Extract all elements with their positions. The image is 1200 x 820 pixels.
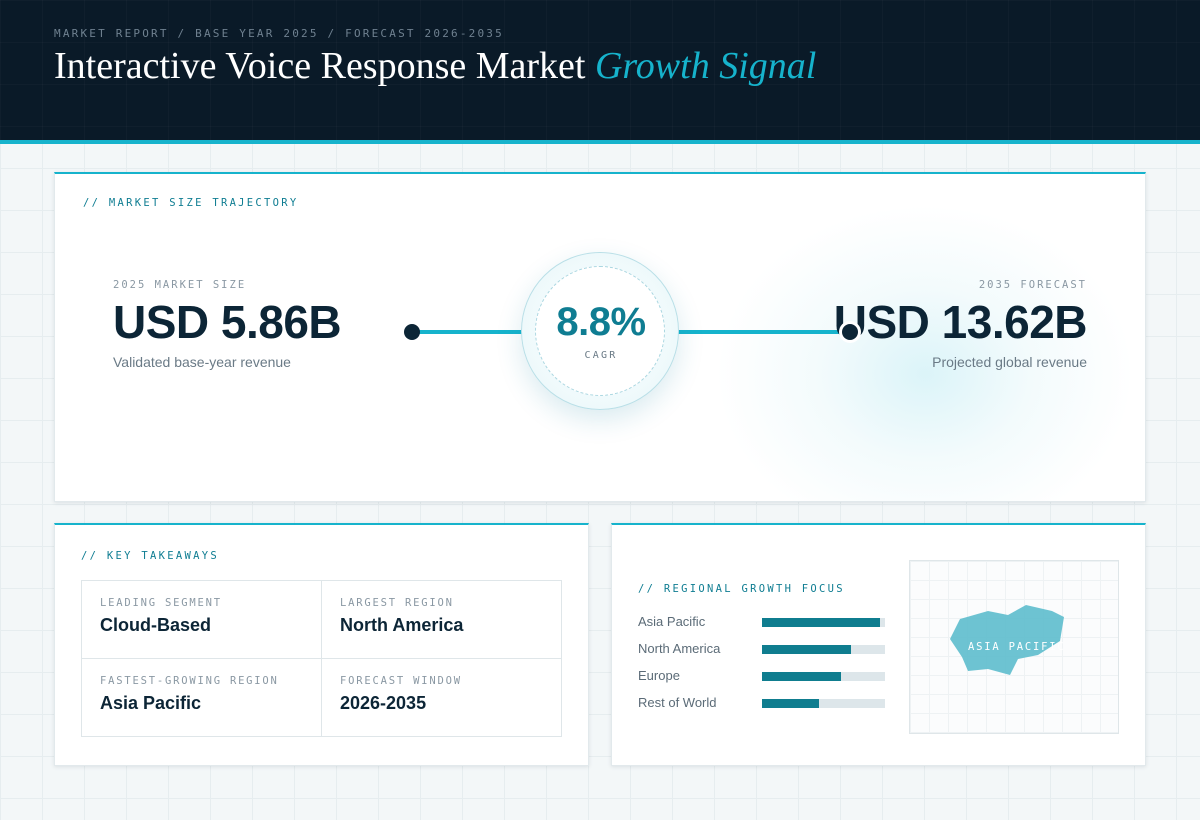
cagr-inner-ring: 8.8% CAGR [535,266,665,396]
asia-pacific-map-icon [950,605,1064,675]
region-bar-track [762,618,885,627]
region-bar-row: Asia Pacific [638,614,886,630]
takeaway-value: Cloud-Based [100,615,212,635]
start-caption: 2025 MARKET SIZE [113,279,247,291]
region-bar-track [762,672,885,681]
start-point-marker [404,324,420,340]
takeaway-value: 2026-2035 [340,693,427,713]
breadcrumb: MARKET REPORT / BASE YEAR 2025 / FORECAS… [54,27,504,40]
region-bar-track [762,699,885,708]
page-title-main: Interactive Voice Response Market [54,45,586,87]
takeaway-cell: FASTEST-GROWING REGION Asia Pacific [82,659,322,737]
takeaway-caption: FORECAST WINDOW [340,675,462,687]
region-bar-row: Europe [638,668,886,684]
takeaway-cell: LEADING SEGMENT Cloud-Based [82,581,322,659]
trajectory-card-label: // MARKET SIZE TRAJECTORY [83,197,299,209]
region-bar-track [762,645,885,654]
end-subtitle: Projected global revenue [932,354,1087,370]
key-takeaways-card: // KEY TAKEAWAYS LEADING SEGMENT Cloud-B… [54,523,589,766]
region-map: ASIA PACIFIC [909,560,1119,734]
takeaways-grid: LEADING SEGMENT Cloud-Based LARGEST REGI… [81,580,562,737]
start-value: USD 5.86B [113,296,342,348]
region-bar-fill [762,699,819,708]
takeaway-cell: LARGEST REGION North America [322,581,562,659]
takeaway-cell: FORECAST WINDOW 2026-2035 [322,659,562,737]
map-region-label: ASIA PACIFIC [968,641,1066,653]
takeaway-caption: LARGEST REGION [340,597,454,609]
report-header: MARKET REPORT / BASE YEAR 2025 / FORECAS… [0,0,1200,144]
cagr-badge: 8.8% CAGR [521,252,679,410]
start-subtitle: Validated base-year revenue [113,354,291,370]
region-name: Rest of World [638,695,717,710]
end-point-marker [842,324,858,340]
region-bar-row: North America [638,641,886,657]
forecast-glow [715,204,1135,501]
regional-card-label: // REGIONAL GROWTH FOCUS [638,583,845,595]
region-bar-fill [762,618,881,627]
takeaway-caption: FASTEST-GROWING REGION [100,675,279,687]
takeaway-caption: LEADING SEGMENT [100,597,222,609]
region-name: Asia Pacific [638,614,706,629]
takeaways-card-label: // KEY TAKEAWAYS [81,550,219,562]
cagr-caption: CAGR [584,350,618,361]
trajectory-line-left [419,330,527,334]
takeaway-value: Asia Pacific [100,693,202,713]
market-size-trajectory-card: // MARKET SIZE TRAJECTORY 2025 MARKET SI… [54,172,1146,502]
region-bar-fill [762,672,841,681]
region-name: North America [638,641,721,656]
end-caption: 2035 FORECAST [978,279,1087,291]
regional-growth-card: // REGIONAL GROWTH FOCUS Asia Pacific No… [611,523,1146,766]
region-bar-fill [762,645,851,654]
page-title: Interactive Voice Response Market Growth… [54,44,816,88]
trajectory-line-right [673,330,849,334]
region-bar-row: Rest of World [638,695,886,711]
page-title-accent: Growth Signal [594,45,817,87]
takeaway-value: North America [340,615,464,635]
region-name: Europe [638,668,680,683]
cagr-value: 8.8% [556,300,646,344]
end-value: USD 13.62B [833,296,1088,348]
